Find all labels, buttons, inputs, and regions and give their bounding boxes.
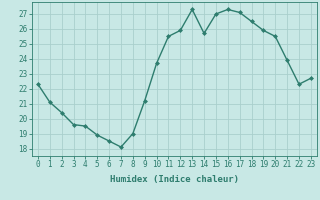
X-axis label: Humidex (Indice chaleur): Humidex (Indice chaleur) — [110, 175, 239, 184]
